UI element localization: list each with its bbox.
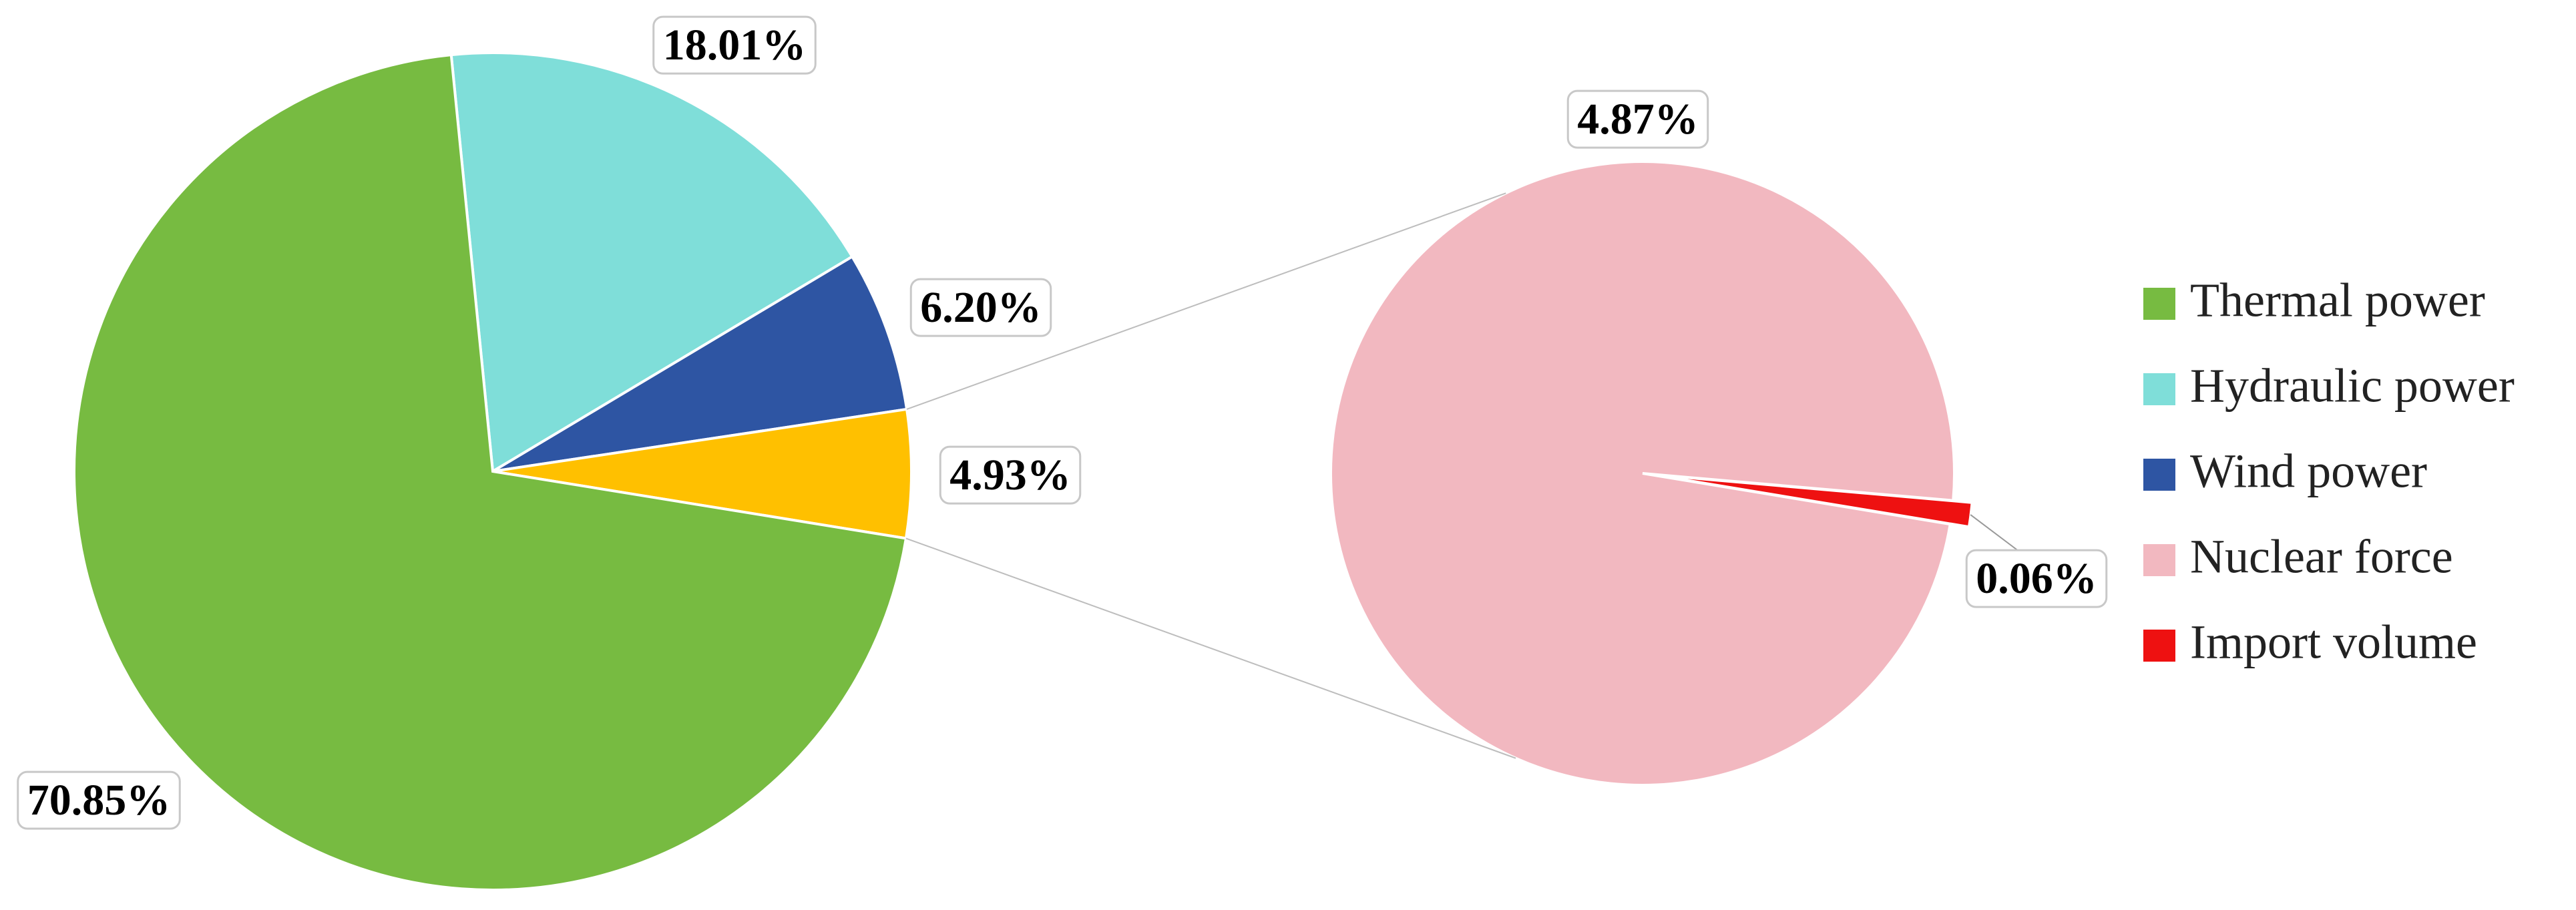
value-label-box [1965, 549, 2108, 608]
pie-slice [449, 51, 854, 474]
legend-swatch [2143, 630, 2175, 662]
pie-slice [73, 53, 908, 891]
value-label-box [17, 770, 181, 830]
legend-label: Hydraulic power [2190, 359, 2515, 413]
value-label-group: 6.20% [909, 278, 1052, 337]
connector-line [906, 192, 1506, 410]
value-label-box [909, 278, 1052, 337]
legend-label: Import volume [2190, 616, 2477, 669]
connector-line [905, 537, 1516, 759]
value-label: 6.20% [920, 283, 1042, 332]
pie-slice [492, 407, 913, 540]
value-label: 4.87% [1577, 95, 1699, 144]
value-label-group: 70.85% [17, 770, 181, 830]
value-label: 70.85% [27, 776, 171, 825]
value-label: 4.93% [949, 451, 1071, 499]
pie-slice [491, 254, 909, 473]
value-label: 18.01% [663, 21, 807, 69]
value-label-group: 4.87% [1566, 89, 1709, 149]
value-label-box [1566, 89, 1709, 149]
legend-label: Wind power [2190, 445, 2427, 498]
legend-swatch [2143, 544, 2175, 576]
legend-swatch [2143, 288, 2175, 320]
value-label-box [939, 445, 1082, 505]
value-label-group: 0.06% [1965, 549, 2108, 608]
pie-slice [1661, 475, 1973, 528]
value-label-group: 4.93% [939, 445, 1082, 505]
value-label-group: 18.01% [652, 15, 817, 75]
value-label: 0.06% [1976, 554, 2097, 603]
legend-swatch [2143, 373, 2175, 405]
pie-slice [1329, 160, 1956, 786]
legend-label: Nuclear force [2190, 530, 2453, 584]
legend-swatch [2143, 459, 2175, 491]
value-label-box [652, 15, 817, 75]
legend-label: Thermal power [2190, 274, 2485, 327]
